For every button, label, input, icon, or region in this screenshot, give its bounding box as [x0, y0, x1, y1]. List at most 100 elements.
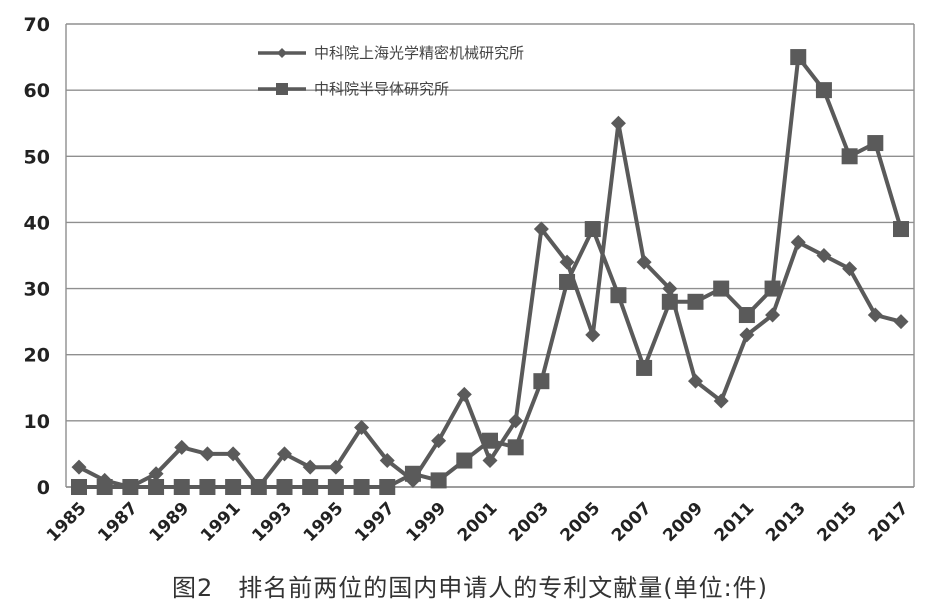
data-point-diamond — [559, 254, 575, 270]
data-point-square — [276, 479, 293, 495]
data-point-diamond — [585, 327, 601, 343]
data-point-diamond — [842, 261, 858, 277]
data-point-square — [687, 293, 704, 310]
series-line-2 — [79, 55, 903, 489]
x-tick-label: 1999 — [403, 498, 451, 546]
data-point-diamond — [482, 453, 498, 469]
data-point-diamond — [379, 453, 395, 469]
legend: 中科院上海光学精密机械研究所 中科院半导体研究所 — [258, 44, 524, 98]
y-tick-label: 50 — [24, 146, 50, 168]
data-point-square — [199, 479, 216, 495]
data-point-square — [148, 479, 165, 495]
data-point-square — [867, 135, 884, 152]
data-point-square — [173, 479, 190, 495]
data-point-diamond — [688, 373, 703, 389]
y-tick-label: 20 — [24, 345, 50, 367]
x-tick-label: 2003 — [505, 498, 553, 546]
data-point-diamond — [174, 439, 190, 455]
x-tick-label: 2007 — [608, 498, 656, 546]
data-point-diamond — [790, 234, 806, 250]
data-point-diamond — [199, 446, 215, 462]
x-tick-label: 2015 — [814, 498, 862, 546]
data-point-square — [559, 273, 576, 290]
series-line-1 — [78, 121, 902, 489]
data-point-square — [225, 479, 242, 495]
data-point-diamond — [508, 413, 524, 429]
x-tick-label: 1995 — [300, 498, 348, 546]
x-axis-ticks: 1985 1987 1989 1991 1993 1995 1997 1999 2001 2003… — [43, 498, 913, 546]
data-point-square — [379, 479, 396, 495]
x-tick-label: 1993 — [248, 498, 296, 546]
y-tick-label: 30 — [24, 279, 50, 301]
y-tick-label: 40 — [24, 212, 50, 234]
data-point-square — [610, 287, 627, 304]
legend-label-series-1: 中科院上海光学精密机械研究所 — [314, 44, 524, 62]
x-tick-label: 2013 — [762, 498, 810, 546]
data-point-diamond — [431, 433, 447, 449]
data-point-square — [790, 49, 807, 66]
x-tick-label: 1985 — [43, 498, 91, 546]
x-tick-label: 1997 — [351, 498, 399, 546]
data-point-square — [250, 479, 267, 495]
y-axis-ticks: 0 10 20 30 40 50 60 70 — [24, 14, 50, 499]
y-tick-label: 70 — [24, 14, 50, 36]
legend-label-series-2: 中科院半导体研究所 — [314, 80, 449, 98]
data-point-diamond — [765, 307, 781, 323]
data-point-diamond — [328, 459, 344, 475]
x-tick-label: 2005 — [557, 498, 605, 546]
y-tick-label: 0 — [37, 477, 50, 499]
data-point-square — [96, 479, 113, 495]
data-point-diamond — [277, 446, 292, 462]
data-point-square — [430, 472, 447, 489]
data-point-square — [738, 307, 755, 324]
x-tick-label: 2009 — [659, 498, 707, 546]
x-tick-label: 2011 — [711, 498, 759, 546]
data-point-square — [71, 479, 87, 495]
data-point-square — [713, 280, 730, 297]
data-point-square — [404, 465, 421, 482]
data-point-diamond — [636, 254, 652, 270]
data-point-diamond — [533, 221, 549, 237]
data-point-diamond — [148, 466, 164, 482]
legend-item-series-2: 中科院半导体研究所 — [258, 80, 449, 98]
data-point-square — [636, 359, 653, 376]
data-point-square — [661, 293, 678, 310]
data-point-diamond — [302, 459, 318, 475]
series-2 — [71, 49, 909, 495]
data-point-square — [327, 479, 344, 495]
x-tick-label: 1987 — [94, 498, 142, 546]
data-point-square — [841, 148, 858, 165]
data-point-diamond — [713, 393, 729, 409]
x-tick-label: 1991 — [197, 498, 245, 546]
data-point-square — [482, 432, 498, 449]
data-point-square — [584, 221, 601, 238]
data-point-square — [764, 280, 781, 297]
x-tick-label: 1989 — [146, 498, 194, 546]
data-point-square — [122, 479, 139, 495]
data-point-diamond — [456, 386, 472, 402]
x-tick-label: 2001 — [454, 498, 502, 546]
data-point-square — [893, 221, 909, 238]
figure-caption: 图2 排名前两位的国内申请人的专利文献量(单位:件) — [172, 574, 768, 602]
grid-lines — [65, 23, 915, 488]
data-point-square — [302, 479, 319, 495]
data-point-square — [353, 479, 370, 495]
legend-marker-square — [276, 83, 288, 95]
x-tick-label: 2017 — [865, 498, 913, 546]
data-point-diamond — [610, 115, 626, 131]
data-point-diamond — [71, 459, 87, 475]
legend-item-series-1: 中科院上海光学精密机械研究所 — [258, 44, 524, 62]
data-point-square — [507, 439, 524, 456]
legend-marker-diamond — [277, 48, 287, 58]
data-point-diamond — [662, 281, 678, 297]
series-group — [71, 49, 909, 495]
data-point-square — [456, 452, 473, 469]
data-point-diamond — [354, 419, 370, 435]
data-point-square — [815, 82, 832, 99]
data-point-diamond — [893, 314, 909, 330]
data-point-diamond — [816, 248, 832, 263]
data-point-diamond — [225, 446, 241, 462]
y-tick-label: 60 — [24, 80, 50, 102]
data-point-diamond — [739, 327, 755, 343]
